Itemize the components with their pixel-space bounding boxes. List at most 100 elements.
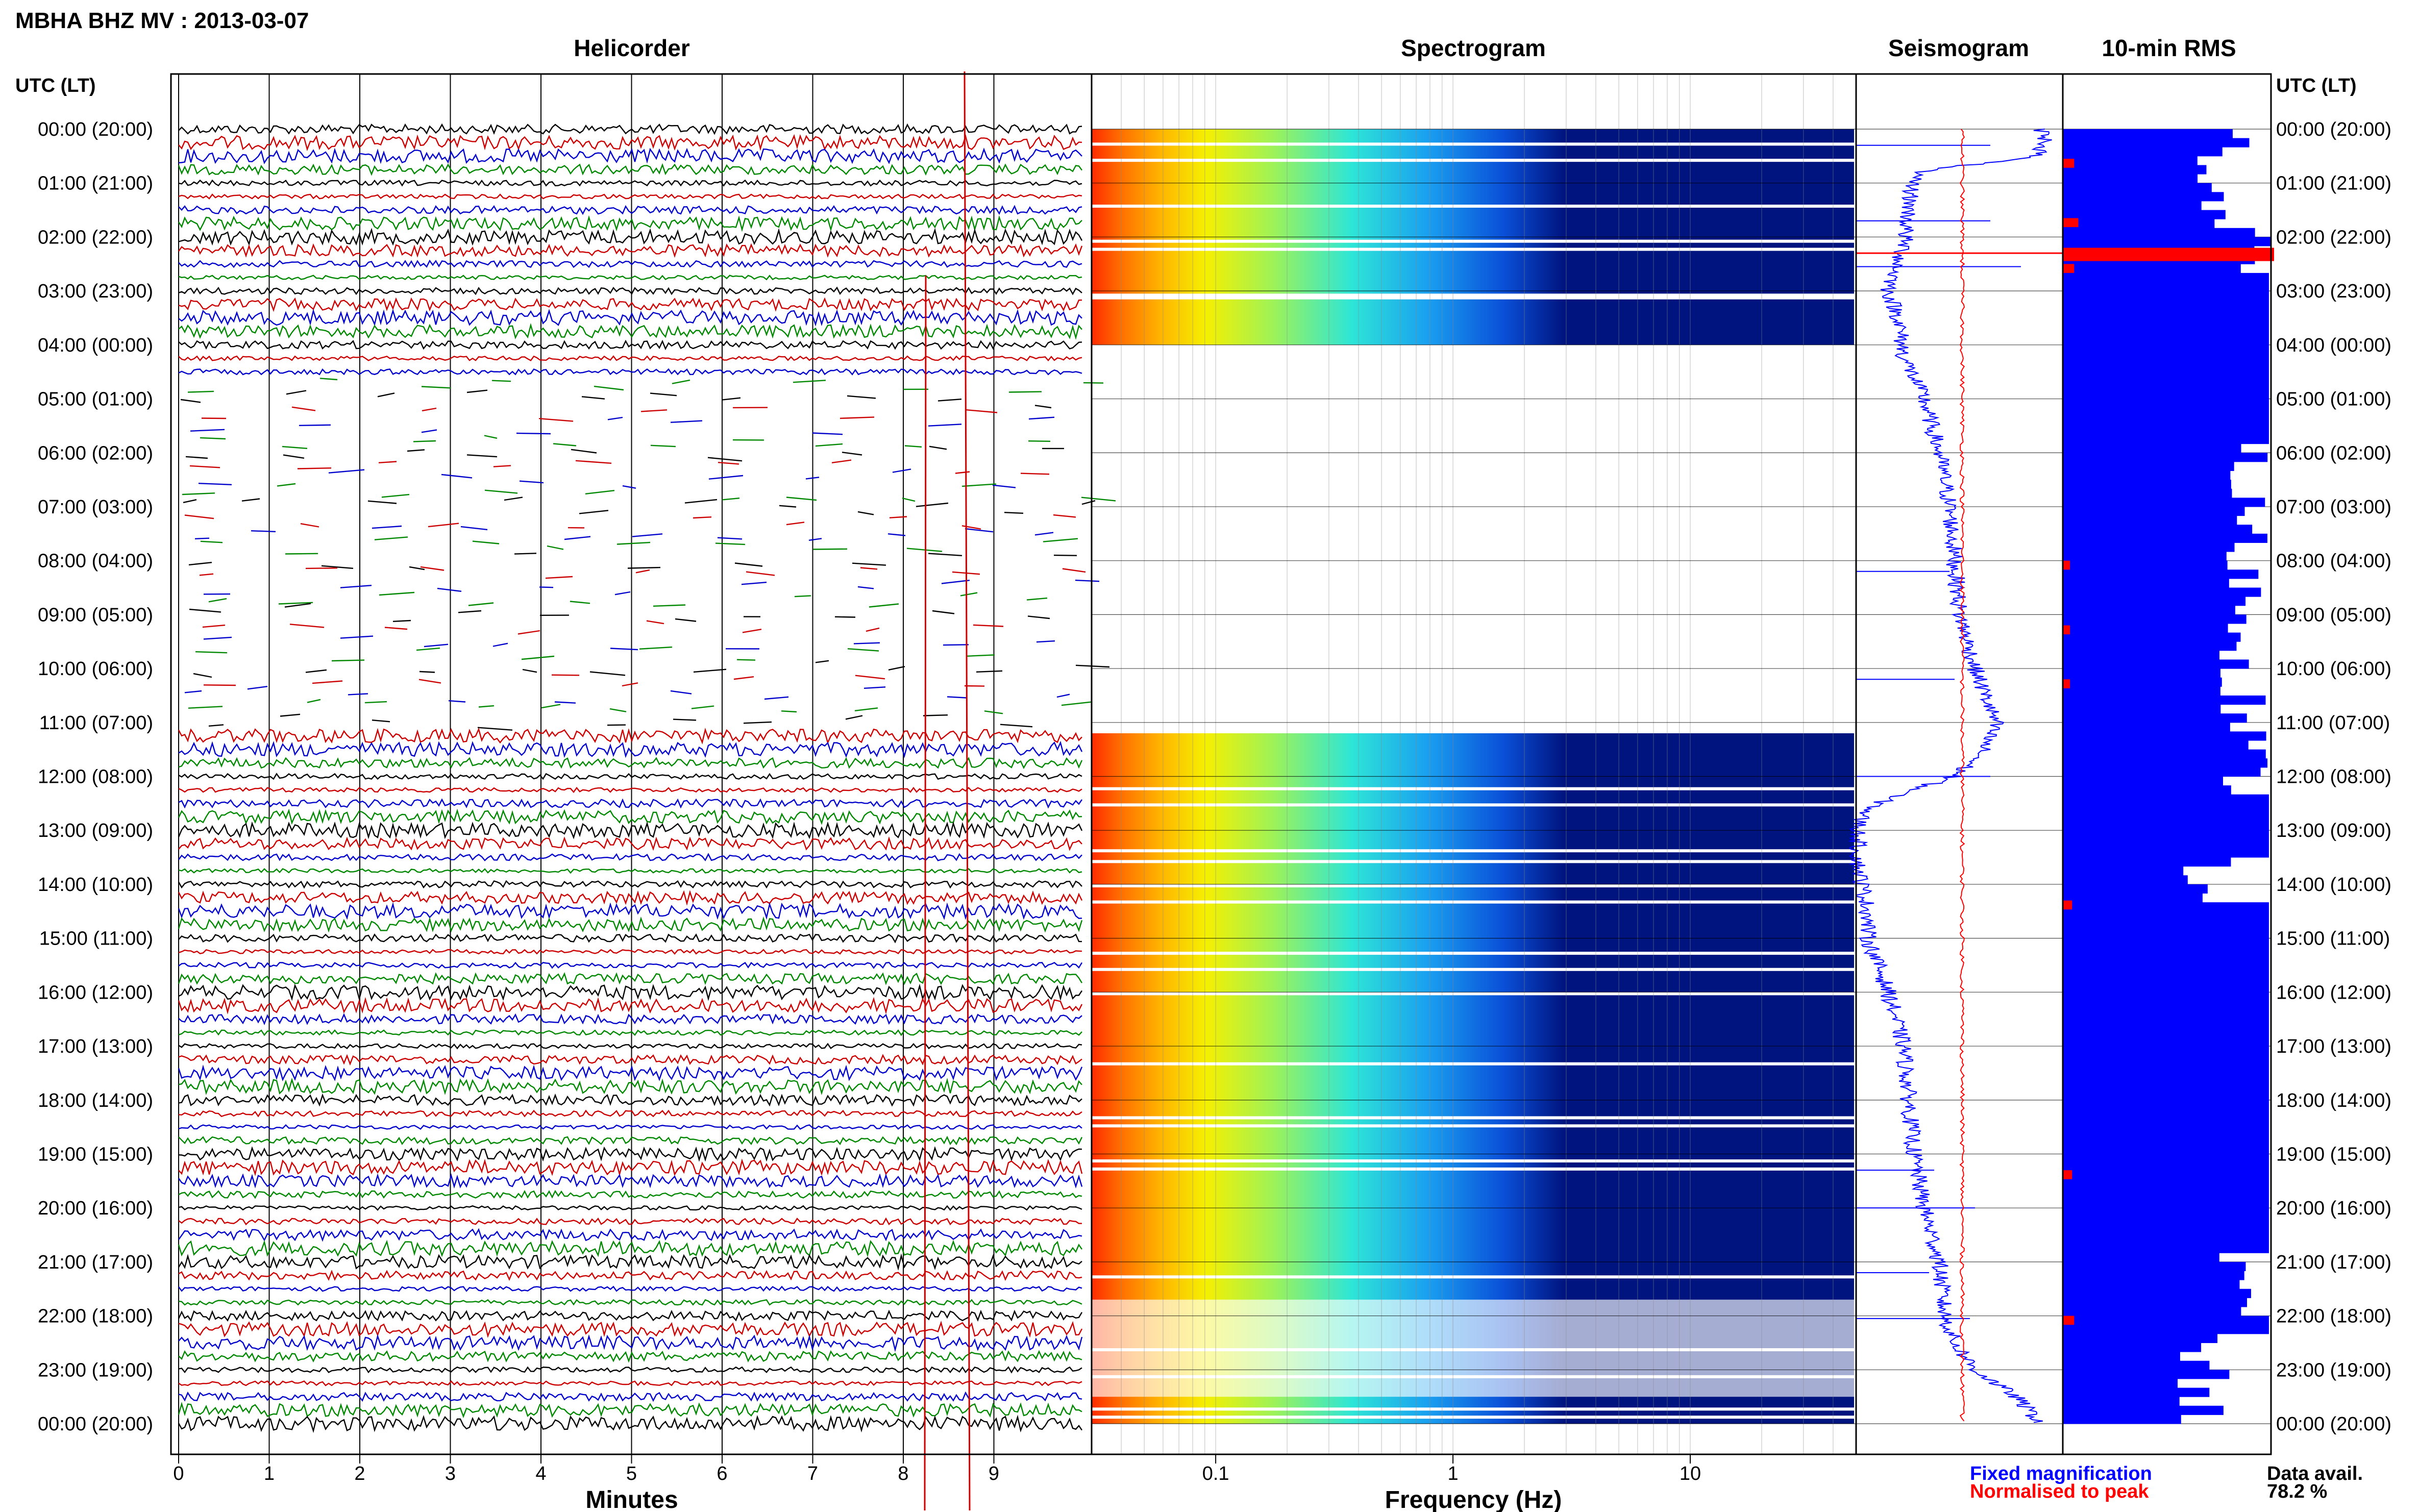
helicorder-trace [178, 215, 1082, 232]
helicorder-trace [178, 1366, 1082, 1374]
time-label-left: 04:00 (00:00) [38, 335, 153, 356]
spectrogram-gap [1092, 968, 1854, 971]
helicorder-trace [188, 553, 1077, 571]
spectrogram-gap [1092, 787, 1854, 790]
helicorder-trace [194, 525, 1054, 541]
helicorder-trace [184, 686, 1070, 704]
helicorder-trace [208, 713, 1033, 731]
rms-bar [2063, 641, 2237, 651]
helicorder-trace [178, 1285, 1082, 1292]
spectrogram-gap [1092, 1275, 1854, 1279]
helicorder-trace [178, 1270, 1082, 1281]
helicorder-trace [178, 740, 1083, 759]
helicorder-trace [178, 297, 1082, 312]
helicorder-trace [178, 1043, 1082, 1050]
helicorder-trace [178, 1205, 1082, 1211]
spectrogram-gap [1092, 992, 1854, 996]
frequency-tick-label: 1 [1447, 1463, 1458, 1484]
helicorder-trace [178, 727, 1082, 745]
rms-bar [2063, 983, 2269, 993]
helicorder-trace [178, 1401, 1082, 1419]
rms-bar [2063, 632, 2241, 642]
rms-bar [2063, 1046, 2269, 1056]
time-label-left: 19:00 (15:00) [38, 1144, 153, 1165]
minutes-tick-label: 4 [535, 1463, 546, 1484]
rms-bar [2063, 578, 2229, 588]
rms-bar [2063, 1405, 2224, 1415]
minutes-axis-label: Minutes [585, 1486, 678, 1512]
rms-bar [2063, 237, 2271, 246]
time-label-right: 04:00 (00:00) [2276, 335, 2391, 356]
rms-bar [2063, 1244, 2269, 1253]
rms-bar [2063, 1378, 2178, 1389]
helicorder-trace [178, 1146, 1082, 1162]
helicorder-trace [178, 339, 1082, 351]
rms-bar [2063, 1109, 2269, 1119]
frequency-tick-label: 0.1 [1202, 1463, 1229, 1484]
spectrogram-gap [1092, 159, 1854, 162]
rms-bar [2063, 1306, 2241, 1317]
rms-bar [2063, 1118, 2269, 1128]
time-label-left: 22:00 (18:00) [38, 1306, 153, 1327]
helicorder-trace [178, 773, 1082, 780]
rms-bar [2063, 1154, 2269, 1163]
minutes-tick-label: 2 [354, 1463, 365, 1484]
rms-bar [2063, 560, 2228, 570]
helicorder-trace [178, 1189, 1082, 1199]
rms-bar [2063, 767, 2261, 777]
rms-bar [2063, 371, 2269, 381]
rms-bar [2063, 389, 2269, 400]
rms-bar [2063, 327, 2269, 336]
helicorder-trace [178, 868, 1082, 874]
spectrogram-gap [1092, 239, 1854, 243]
time-label-right: 13:00 (09:00) [2276, 820, 2391, 841]
helicorder-trace [178, 1334, 1083, 1352]
rms-bar [2063, 480, 2231, 489]
rms-bar [2063, 210, 2226, 219]
data-availability-label: Data avail. [2267, 1463, 2363, 1484]
spectrogram-gap [1092, 952, 1854, 955]
rms-bar [2063, 1136, 2269, 1146]
helicorder-trace [180, 389, 1052, 409]
rms-bar [2063, 264, 2241, 274]
helicorder-trace [178, 1077, 1082, 1096]
rms-bar [2063, 597, 2246, 606]
rms-bar [2063, 1288, 2251, 1298]
rms-bar [2063, 1415, 2181, 1424]
page-title: MBHA BHZ MV : 2013-03-07 [15, 8, 309, 33]
spectrogram-gap [1092, 293, 1854, 297]
rms-bar [2063, 830, 2269, 840]
time-label-right: 15:00 (11:00) [2276, 928, 2390, 950]
rms-bar [2063, 272, 2269, 283]
rms-bar [2063, 1010, 2269, 1020]
time-label-right: 05:00 (01:00) [2276, 389, 2391, 410]
rms-bar [2063, 911, 2269, 921]
rms-bar [2063, 569, 2259, 579]
helicorder-trace [178, 1299, 1082, 1306]
rms-bar [2063, 947, 2269, 957]
helicorder-trace [178, 916, 1083, 933]
helicorder-trace [178, 972, 1083, 985]
rms-bar [2063, 219, 2215, 229]
rms-bar [2063, 1325, 2269, 1334]
helicorder-trace [178, 163, 1082, 176]
time-label-right: 14:00 (10:00) [2276, 874, 2391, 896]
rms-bar [2063, 659, 2249, 669]
spectrogram-title: Spectrogram [1401, 35, 1546, 61]
helicorder-trace [178, 983, 1082, 1002]
rms-bar [2063, 1037, 2269, 1047]
rms-bar [2063, 498, 2265, 507]
rms-bar [2063, 785, 2231, 795]
rms-bar [2063, 902, 2269, 912]
spectrogram-gap [1092, 1416, 1854, 1419]
rms-bar [2063, 992, 2269, 1002]
rms-bar [2063, 857, 2231, 867]
rms-bar [2063, 399, 2269, 408]
helicorder-trace [178, 808, 1082, 825]
spectrogram-gap [1092, 142, 1854, 146]
time-label-left: 17:00 (13:00) [38, 1036, 153, 1057]
helicorder-trace [178, 821, 1083, 839]
rms-bar [2063, 704, 2221, 714]
time-label-left: 03:00 (23:00) [38, 281, 153, 302]
legend-fixed-magnification: Fixed magnification [1970, 1463, 2152, 1484]
